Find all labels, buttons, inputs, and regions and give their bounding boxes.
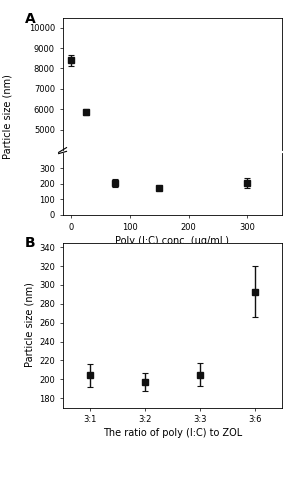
X-axis label: Poly (I:C) conc. (μg/mL): Poly (I:C) conc. (μg/mL) bbox=[116, 236, 229, 246]
X-axis label: The ratio of poly (I:C) to ZOL: The ratio of poly (I:C) to ZOL bbox=[103, 428, 242, 438]
Text: Particle size (nm): Particle size (nm) bbox=[3, 74, 13, 158]
Text: B: B bbox=[25, 236, 36, 250]
Y-axis label: Particle size (nm): Particle size (nm) bbox=[25, 282, 35, 368]
Text: A: A bbox=[25, 12, 36, 26]
